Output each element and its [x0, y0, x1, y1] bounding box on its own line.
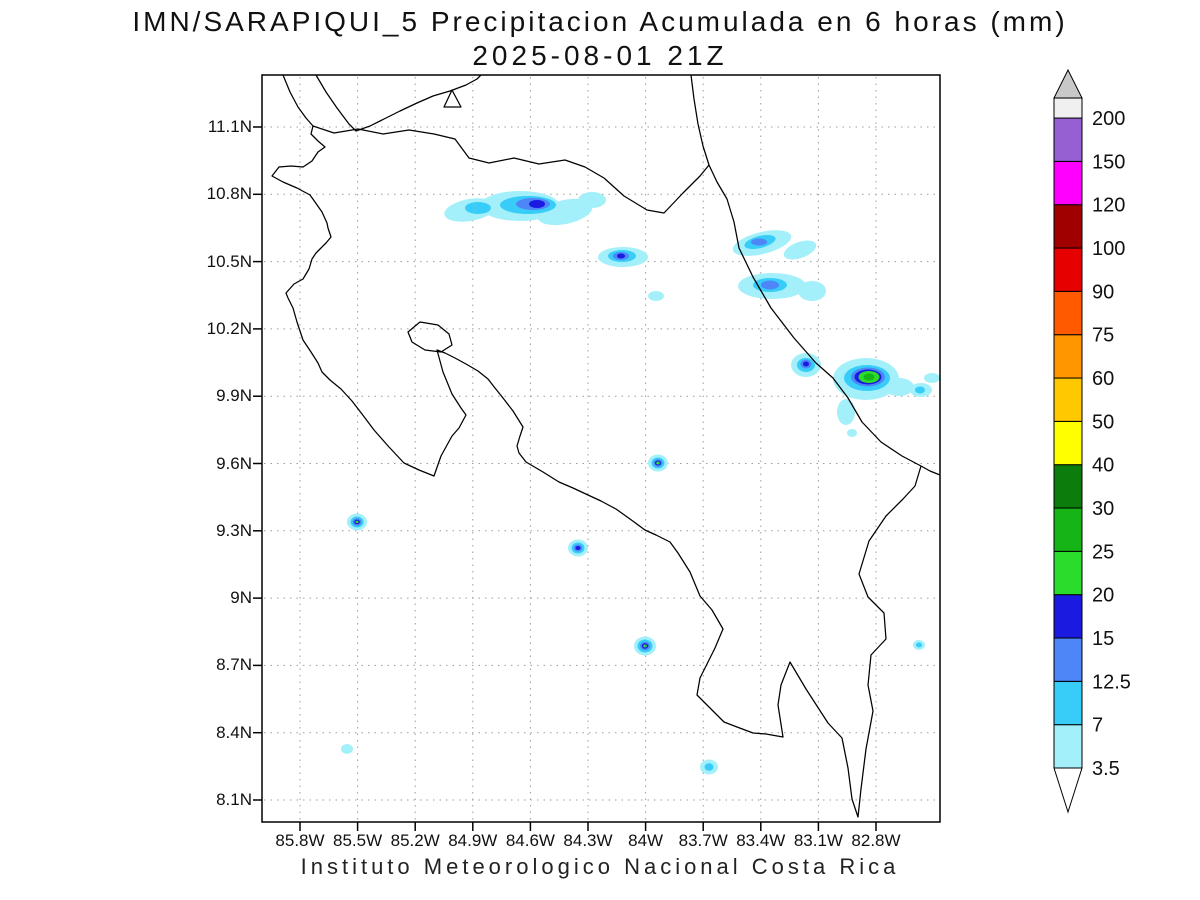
colorbar-level-label: 150 — [1092, 151, 1125, 173]
map-title-line2: 2025-08-01 21Z — [472, 40, 728, 71]
grid-lines — [264, 77, 938, 820]
colorbar: 3.5 7 12.5 15 20 25 30 40 50 60 75 90 100 120 150 200 — [1053, 68, 1131, 814]
colorbar-band — [1053, 420, 1083, 466]
colorbar-level-label: 25 — [1092, 541, 1114, 563]
precip-cell — [347, 513, 367, 531]
precip-cell — [791, 353, 940, 437]
colorbar-band — [1053, 290, 1083, 336]
nicaragua-pacific-coast — [282, 74, 314, 127]
colorbar-level-label: 50 — [1092, 411, 1114, 433]
colorbar-band — [1053, 117, 1083, 162]
colorbar-band — [1053, 377, 1083, 422]
precip-cell — [341, 744, 353, 754]
colorbar-band — [1053, 464, 1083, 509]
colorbar-band — [1053, 204, 1083, 249]
colorbar-level-label: 90 — [1092, 281, 1114, 303]
nicaragua-caribbean-coast — [690, 74, 710, 166]
colorbar-level-label: 15 — [1092, 628, 1114, 650]
colorbar-level-label: 12.5 — [1092, 671, 1131, 693]
precip-cell — [648, 291, 664, 301]
plot-frame — [261, 74, 941, 823]
colorbar-band — [1053, 550, 1083, 596]
colorbar-level-label: 30 — [1092, 498, 1114, 520]
colorbar-level-label: 120 — [1092, 195, 1125, 217]
colorbar-level-label: 40 — [1092, 455, 1114, 477]
colorbar-band — [1053, 594, 1083, 639]
colorbar-level-label: 3.5 — [1092, 758, 1120, 780]
colorbar-band — [1053, 637, 1083, 682]
lake-island — [443, 89, 462, 108]
colorbar-band — [1053, 680, 1083, 726]
colorbar-level-label: 200 — [1092, 108, 1125, 130]
precip-cell — [732, 230, 826, 301]
colorbar-band — [1053, 247, 1083, 292]
colorbar-level-label: 75 — [1092, 325, 1114, 347]
precipitation-shading — [341, 191, 940, 775]
colorbar-level-label: 60 — [1092, 368, 1114, 390]
precip-cell — [568, 539, 588, 557]
panama-caribbean-coast — [920, 465, 941, 476]
precip-cell — [634, 636, 656, 656]
costa-rica-outline — [271, 125, 922, 818]
colorbar-level-label: 20 — [1092, 585, 1114, 607]
map-title-line1: IMN/SARAPIQUI_5 Precipitacion Acumulada … — [132, 6, 1068, 37]
footer-attribution: Instituto Meteorologico Nacional Costa R… — [300, 854, 900, 879]
colorbar-top-arrow — [1053, 68, 1083, 99]
colorbar-level-label: 7 — [1092, 715, 1103, 737]
precip-cell — [700, 759, 718, 775]
coastlines-and-borders — [271, 74, 941, 818]
axis-ticks — [253, 126, 877, 831]
precip-cell — [598, 247, 648, 267]
precip-cell — [444, 191, 606, 226]
precip-cell — [648, 454, 668, 472]
colorbar-band — [1053, 334, 1083, 379]
gulf-of-nicoya-island — [407, 321, 453, 353]
precip-cell — [913, 640, 925, 650]
colorbar-bottom-arrow — [1053, 767, 1083, 814]
colorbar-band — [1053, 160, 1083, 206]
colorbar-band — [1053, 724, 1083, 769]
colorbar-band — [1053, 507, 1083, 552]
colorbar-over-band — [1053, 97, 1083, 119]
lake-nicaragua-shore — [315, 74, 482, 132]
colorbar-level-label: 100 — [1092, 238, 1125, 260]
